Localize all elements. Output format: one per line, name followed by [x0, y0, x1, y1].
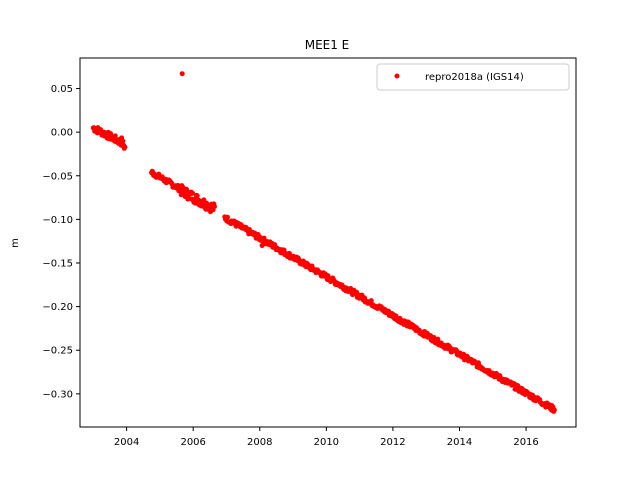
x-axis-ticks: 2004 2006 2008 2010 2012 2014 2016 — [114, 427, 539, 448]
y-axis-ticks: 0.05 0.00 −0.05 −0.10 −0.15 −0.20 −0.25 −0.30 — [42, 84, 80, 400]
data-point — [551, 407, 557, 413]
y-tick-label: 0.05 — [51, 84, 73, 95]
data-point — [120, 138, 126, 144]
y-tick-label: −0.15 — [42, 259, 73, 270]
y-axis-label: m — [10, 238, 21, 248]
data-point — [194, 193, 200, 199]
chart-title: MEE1 E — [305, 38, 350, 52]
y-tick-label: −0.20 — [42, 302, 73, 313]
y-tick-label: −0.10 — [42, 215, 73, 226]
x-tick-label: 2008 — [247, 437, 272, 448]
y-tick-label: 0.00 — [51, 128, 73, 139]
axes-frame — [79, 57, 577, 428]
data-point — [224, 214, 230, 220]
data-point — [259, 243, 265, 249]
data-points-group — [90, 71, 557, 414]
legend-label: repro2018a (IGS14) — [425, 72, 524, 83]
x-tick-label: 2016 — [513, 437, 538, 448]
data-point — [184, 186, 190, 192]
x-tick-label: 2014 — [447, 437, 472, 448]
x-tick-label: 2010 — [314, 437, 339, 448]
x-tick-label: 2012 — [380, 437, 405, 448]
y-tick-label: −0.30 — [42, 389, 73, 400]
x-tick-label: 2006 — [180, 437, 205, 448]
data-point — [179, 71, 185, 77]
y-tick-label: −0.05 — [42, 171, 73, 182]
data-point — [190, 190, 196, 196]
y-tick-label: −0.25 — [42, 346, 73, 357]
data-point — [211, 203, 217, 209]
x-tick-label: 2004 — [114, 437, 139, 448]
data-point — [112, 133, 118, 139]
data-point — [368, 298, 374, 304]
data-point — [435, 336, 441, 342]
data-point — [108, 131, 114, 137]
legend-box — [376, 63, 570, 91]
data-point — [122, 144, 128, 150]
legend: repro2018a (IGS14) — [376, 63, 570, 91]
legend-marker — [394, 73, 400, 79]
